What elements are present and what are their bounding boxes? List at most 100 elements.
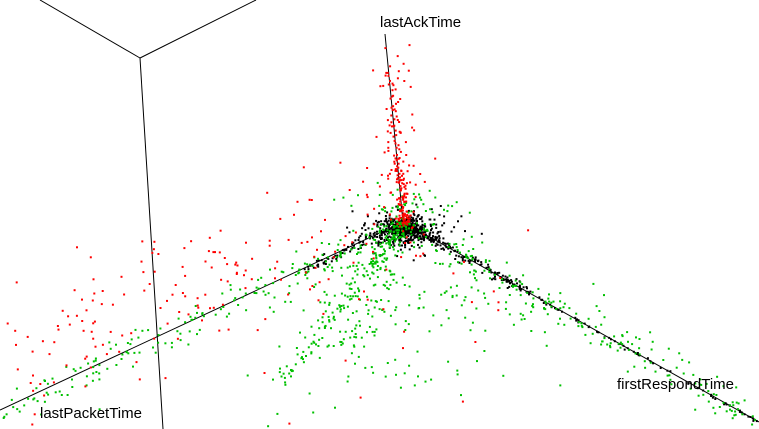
data-point (342, 304, 345, 307)
data-point (435, 242, 438, 245)
data-point (505, 280, 508, 283)
data-point (257, 287, 260, 290)
data-point (361, 227, 364, 230)
data-point (332, 317, 335, 320)
data-point (581, 326, 584, 329)
data-point (472, 273, 475, 276)
data-point (85, 384, 88, 387)
data-point (592, 282, 595, 285)
data-point (415, 254, 417, 257)
data-point (68, 323, 71, 326)
data-point (157, 334, 160, 337)
data-point (328, 263, 331, 266)
data-point (619, 346, 622, 349)
data-point (519, 294, 522, 297)
data-point (377, 242, 380, 245)
data-point (382, 308, 385, 311)
data-point (142, 271, 145, 274)
data-point (334, 250, 337, 253)
data-point (278, 371, 281, 374)
data-point (312, 340, 315, 343)
data-point (387, 226, 390, 229)
data-point (374, 262, 377, 265)
data-point (397, 250, 400, 253)
data-point (390, 218, 392, 221)
data-point (349, 250, 352, 253)
data-point (387, 300, 390, 303)
data-point (438, 241, 441, 244)
data-point (752, 419, 755, 422)
data-point (430, 378, 433, 381)
data-point (264, 318, 267, 321)
data-point (469, 255, 472, 258)
data-point (502, 279, 505, 281)
data-point (431, 223, 434, 226)
data-point (420, 241, 423, 244)
data-point (652, 362, 655, 365)
data-point (694, 408, 697, 411)
data-point (468, 260, 471, 263)
data-point (443, 248, 445, 251)
data-point (379, 85, 382, 88)
data-point (411, 221, 414, 224)
data-point (382, 84, 385, 87)
data-point (442, 241, 445, 244)
data-point (532, 297, 535, 300)
data-point (678, 352, 681, 355)
data-point (474, 277, 476, 280)
data-point (409, 241, 412, 244)
data-point (526, 291, 529, 294)
data-point (385, 280, 388, 283)
data-point (300, 241, 303, 244)
data-point (529, 290, 532, 293)
data-point (394, 231, 397, 234)
data-point (327, 278, 330, 281)
data-point (389, 230, 392, 233)
data-point (401, 234, 404, 237)
data-point (454, 258, 457, 260)
data-point (508, 294, 511, 296)
data-point (395, 158, 398, 161)
data-point (402, 212, 405, 215)
data-point (413, 236, 416, 239)
data-point (335, 256, 338, 258)
data-point (383, 310, 386, 313)
data-point (405, 228, 408, 231)
data-point (396, 205, 399, 208)
data-point (306, 240, 309, 243)
data-point (725, 403, 728, 406)
data-point (98, 364, 101, 367)
data-point (98, 378, 101, 381)
data-point (376, 276, 379, 279)
data-point (298, 268, 301, 271)
data-point (392, 225, 395, 227)
data-point (435, 226, 438, 229)
data-point (364, 229, 367, 231)
data-point (307, 265, 310, 268)
data-point (755, 420, 758, 423)
data-point (419, 237, 422, 240)
data-point (396, 153, 398, 156)
data-point (363, 222, 366, 225)
data-point (91, 379, 94, 382)
data-point (637, 354, 640, 357)
data-point (66, 394, 69, 396)
data-point (365, 193, 368, 196)
data-point (372, 371, 375, 374)
data-point (384, 375, 387, 378)
data-point (399, 131, 402, 134)
data-point (339, 340, 342, 343)
data-point (569, 317, 572, 320)
data-point (407, 215, 410, 218)
data-point (333, 198, 336, 201)
data-point (743, 399, 746, 402)
data-point (153, 337, 156, 340)
data-point (426, 229, 429, 232)
data-point (421, 224, 424, 227)
data-point (234, 297, 237, 300)
data-point (404, 329, 407, 331)
data-point (387, 83, 390, 86)
data-point (402, 197, 405, 200)
data-point (332, 315, 335, 318)
data-point (430, 240, 433, 243)
